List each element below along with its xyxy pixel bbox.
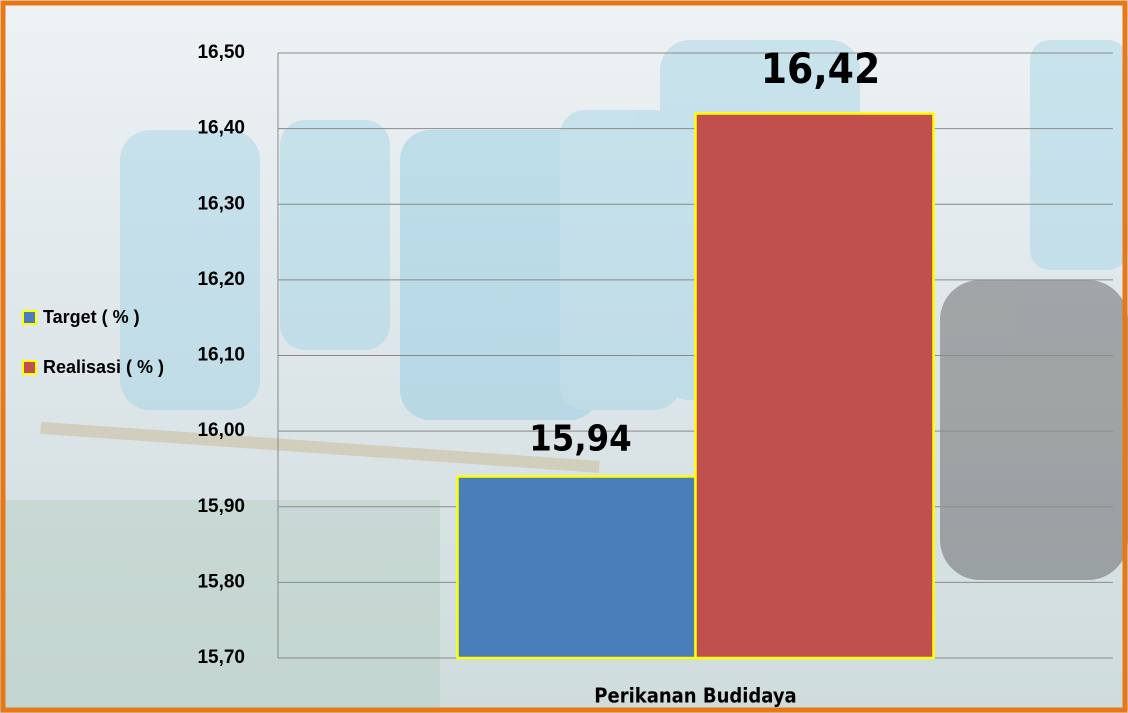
page: {"chart_data": {"type": "bar", "categori… bbox=[0, 0, 1128, 713]
value-label: 16,42 bbox=[761, 44, 881, 93]
bar bbox=[696, 114, 934, 659]
x-tick-label: Perikanan Budidaya bbox=[594, 684, 796, 708]
y-tick-label: 16,00 bbox=[197, 420, 245, 441]
y-tick-label: 16,30 bbox=[197, 193, 245, 214]
bar bbox=[458, 477, 696, 659]
y-tick-label: 16,50 bbox=[197, 42, 245, 63]
legend-label: Realisasi ( % ) bbox=[43, 357, 164, 377]
value-label: 15,94 bbox=[529, 419, 631, 460]
y-tick-label: 15,70 bbox=[197, 647, 245, 668]
legend-swatch bbox=[23, 361, 36, 374]
y-tick-label: 16,40 bbox=[197, 118, 245, 139]
legend-label: Target ( % ) bbox=[43, 307, 140, 327]
y-tick-label: 16,20 bbox=[197, 269, 245, 290]
y-tick-label: 16,10 bbox=[197, 345, 245, 366]
chart: 15,70 15,80 15,90 16,00 16,10 16,20 16,30 16,40… bbox=[0, 0, 1128, 713]
legend-swatch bbox=[23, 311, 36, 324]
y-tick-label: 15,90 bbox=[197, 496, 245, 517]
y-tick-label: 15,80 bbox=[197, 571, 245, 592]
